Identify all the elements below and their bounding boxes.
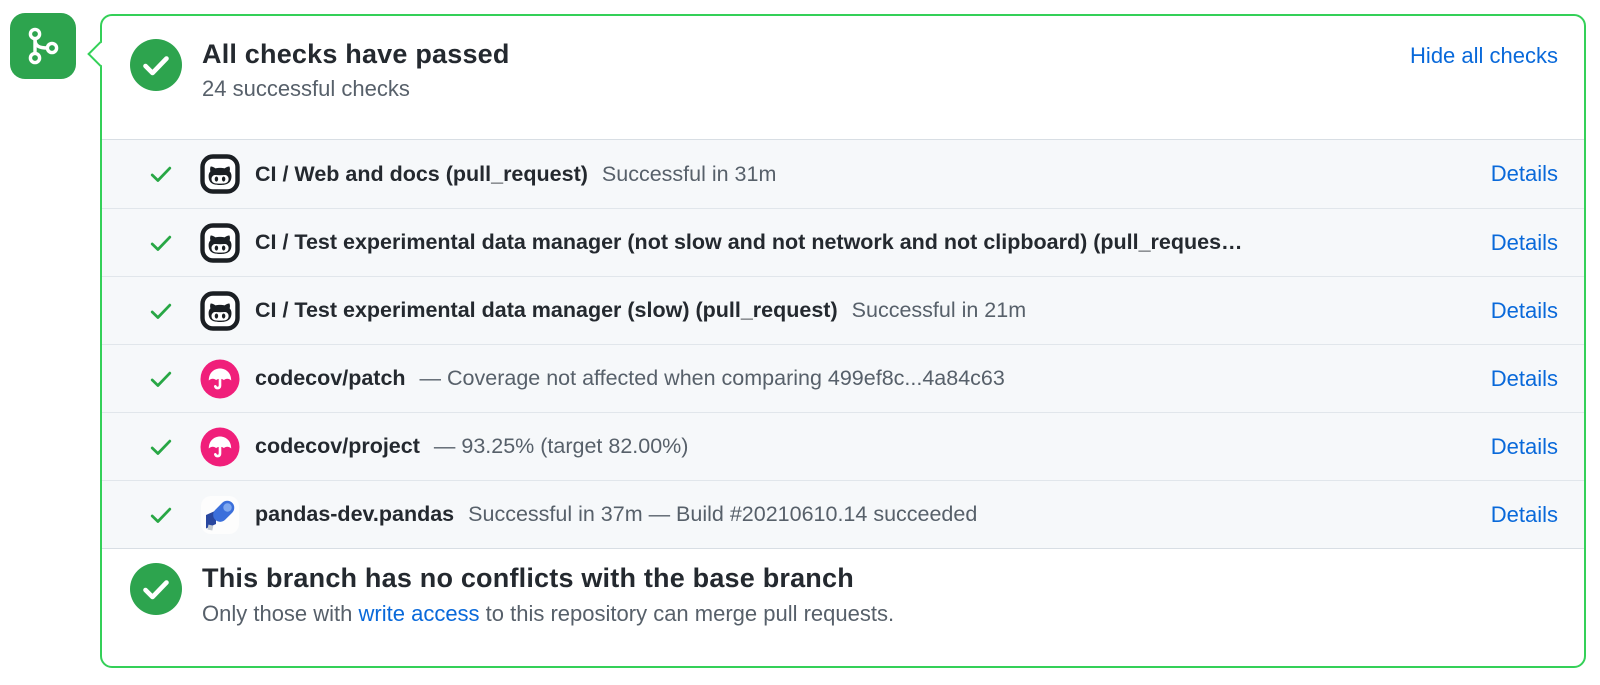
check-text: CI / Test experimental data manager (slo…	[255, 298, 1467, 323]
check-name: codecov/project	[255, 434, 420, 458]
check-name: CI / Test experimental data manager (not…	[255, 230, 1243, 254]
codecov-umbrella-icon	[200, 427, 240, 466]
check-status: Successful in 21m	[851, 298, 1027, 322]
check-name: CI / Test experimental data manager (slo…	[255, 298, 838, 322]
check-icon	[150, 235, 172, 251]
details-link[interactable]: Details	[1490, 365, 1558, 391]
checks-list: CI / Web and docs (pull_request) Success…	[102, 139, 1584, 549]
check-row-ci-test-edm-slow: CI / Test experimental data manager (slo…	[102, 276, 1584, 344]
check-circle-icon	[130, 563, 182, 615]
check-name: CI / Web and docs (pull_request)	[255, 161, 588, 186]
checks-title: All checks have passed	[202, 39, 510, 69]
hide-all-checks-link[interactable]: Hide all checks	[1410, 43, 1558, 68]
check-text: codecov/patch — Coverage not affected wh…	[255, 366, 1467, 391]
details-link[interactable]: Details	[1490, 501, 1558, 527]
check-status: Successful in 37m — Build #20210610.14 s…	[468, 502, 978, 526]
check-icon	[150, 371, 172, 387]
github-octocat-icon	[200, 154, 240, 194]
check-status: Successful in 31m	[601, 161, 777, 186]
details-link[interactable]: Details	[1490, 433, 1558, 459]
check-row-codecov-patch: codecov/patch — Coverage not affected wh…	[102, 344, 1584, 412]
checks-header: All checks have passed 24 successful che…	[102, 16, 1584, 139]
check-circle-icon	[130, 39, 182, 91]
codecov-umbrella-icon	[200, 359, 240, 398]
subtitle-before: Only those with	[202, 601, 359, 626]
check-icon	[150, 166, 172, 182]
check-text: CI / Test experimental data manager (not…	[255, 230, 1467, 255]
check-row-ci-web-and-docs: CI / Web and docs (pull_request) Success…	[102, 140, 1584, 208]
azure-pipelines-rocket-icon	[201, 495, 239, 534]
check-text: CI / Web and docs (pull_request) Success…	[255, 162, 1467, 187]
check-icon	[150, 507, 172, 523]
checks-subtitle: 24 successful checks	[202, 76, 410, 101]
merge-status-box: All checks have passed 24 successful che…	[87, 14, 1586, 668]
github-octocat-icon	[200, 222, 240, 263]
check-name: pandas-dev.pandas	[255, 502, 455, 526]
check-text: pandas-dev.pandas Successful in 37m — Bu…	[255, 502, 1467, 527]
git-merge-icon	[10, 13, 76, 79]
write-access-link[interactable]: write access	[358, 601, 480, 626]
github-octocat-icon	[200, 290, 240, 331]
git-merge-glyph	[28, 27, 59, 65]
check-icon	[150, 439, 172, 455]
merge-state-footer: This branch has no conflicts with the ba…	[102, 549, 1584, 666]
footer-text: This branch has no conflicts with the ba…	[202, 562, 894, 628]
details-link[interactable]: Details	[1490, 297, 1558, 323]
details-link[interactable]: Details	[1490, 161, 1558, 186]
check-text: codecov/project — 93.25% (target 82.00%)	[255, 434, 1467, 459]
check-row-codecov-project: codecov/project — 93.25% (target 82.00%)…	[102, 412, 1584, 480]
check-status: — Coverage not affected when comparing 4…	[419, 366, 1005, 390]
check-row-ci-test-edm-not-slow: CI / Test experimental data manager (not…	[102, 208, 1584, 276]
header-text: All checks have passed 24 successful che…	[202, 38, 510, 103]
subtitle-after: to this repository can merge pull reques…	[479, 601, 895, 626]
check-name: codecov/patch	[255, 366, 406, 390]
no-conflicts-title: This branch has no conflicts with the ba…	[202, 563, 854, 593]
check-row-pandas-dev-pandas: pandas-dev.pandas Successful in 37m — Bu…	[102, 480, 1584, 548]
merge-permission-subtitle: Only those with write access to this rep…	[202, 600, 894, 628]
check-status: — 93.25% (target 82.00%)	[433, 434, 689, 458]
check-icon	[150, 303, 172, 319]
details-link[interactable]: Details	[1490, 229, 1558, 255]
